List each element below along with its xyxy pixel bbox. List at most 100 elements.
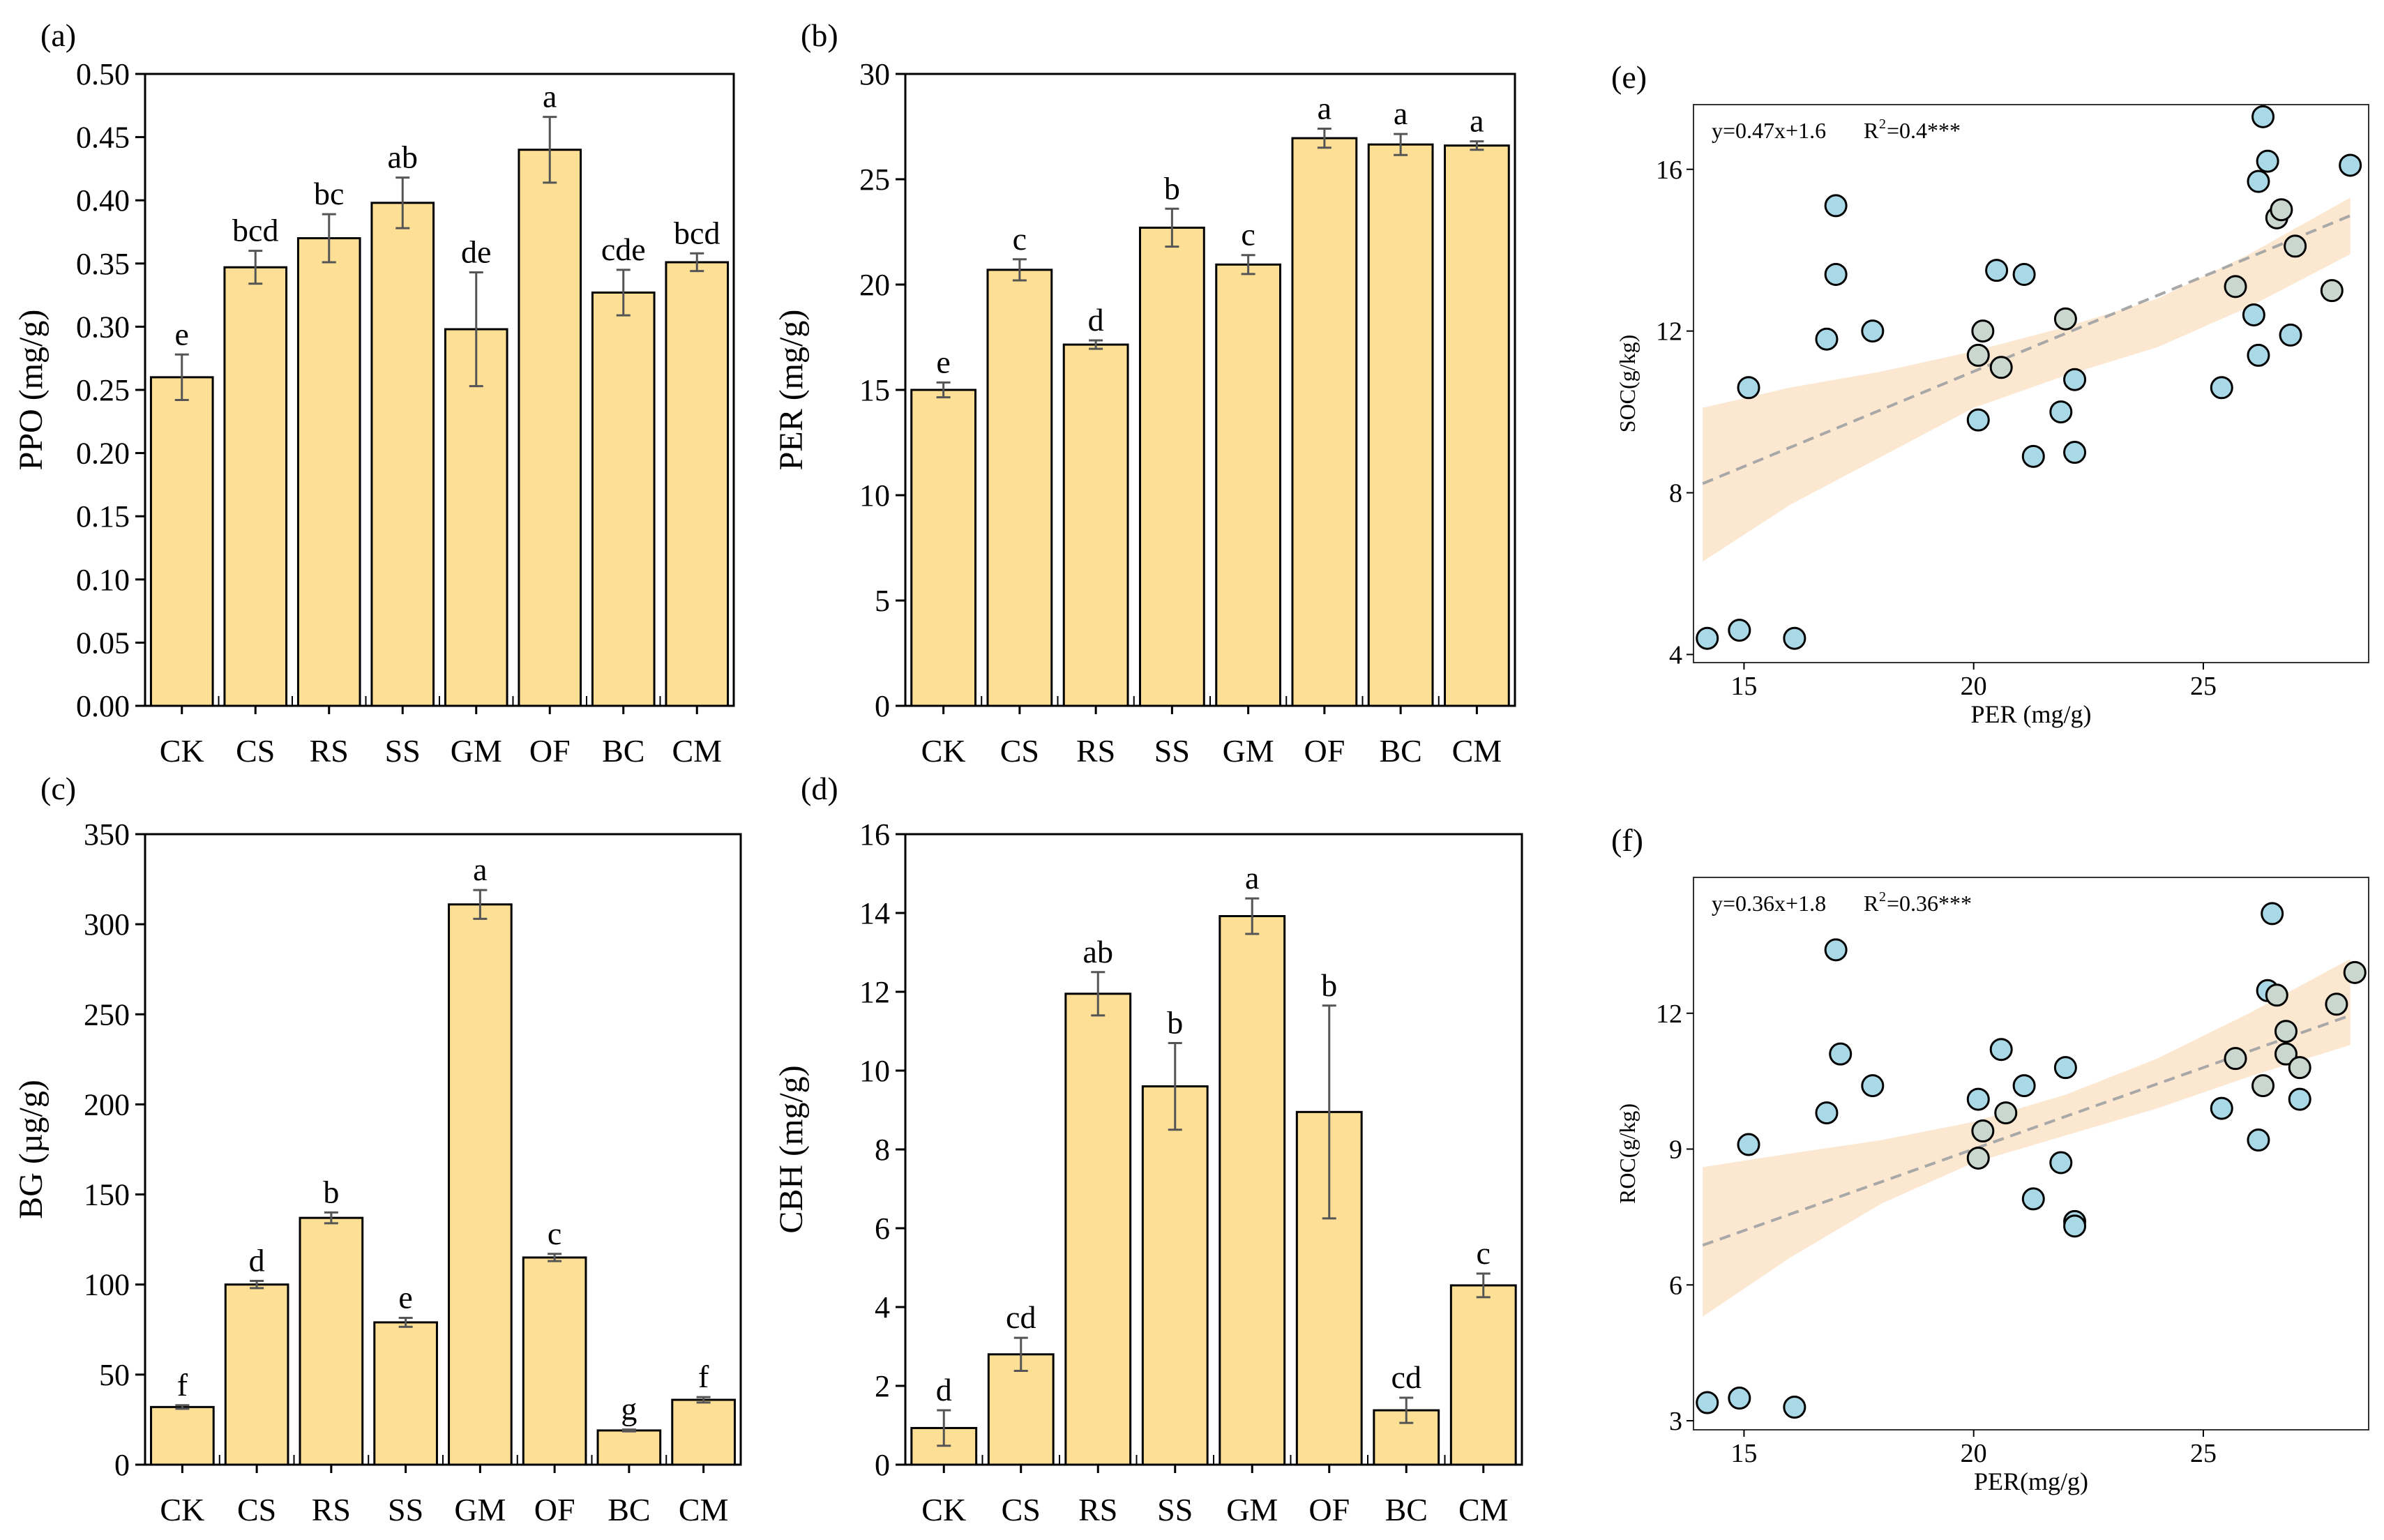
y-tick-label: 0 <box>875 689 890 723</box>
bar-CM <box>1449 1284 1517 1466</box>
scatter-point <box>1989 356 2013 379</box>
scatter-point <box>2021 1187 2045 1211</box>
y-tick-label: 100 <box>84 1268 130 1302</box>
y-tick-label: 25 <box>859 163 890 197</box>
scatter-point <box>2049 1151 2073 1175</box>
category-label: RS <box>310 733 349 769</box>
significance-letter: a <box>473 852 487 887</box>
scatter-point <box>1815 1101 1839 1125</box>
category-label: OF <box>529 733 571 769</box>
scatter-point <box>2251 105 2275 128</box>
significance-letter: b <box>1167 1004 1183 1040</box>
scatter-point <box>2224 275 2247 299</box>
significance-letter: b <box>323 1174 339 1209</box>
category-label: GM <box>454 1492 506 1527</box>
scatter-point <box>2049 400 2073 424</box>
panel-e: (e) 15 20 25 4 8 12 16 PER (mg/g) SOC(g/kg) y=0.47… <box>1611 59 2369 728</box>
scatter-point <box>1696 1391 1719 1414</box>
x-tick-label: 15 <box>1730 672 1757 701</box>
scatter-point <box>1824 194 1848 218</box>
trend-line <box>1702 214 2351 485</box>
significance-letter: cde <box>601 232 646 267</box>
y-tick-label: 2 <box>875 1369 890 1403</box>
y-tick-label: 0.40 <box>76 183 130 218</box>
y-tick-label: 0 <box>114 1448 130 1482</box>
y-tick-label: 10 <box>859 1054 890 1088</box>
y-tick-label: 6 <box>1669 1271 1682 1300</box>
y-tick-label: 350 <box>84 817 130 852</box>
y-tick-label: 0.35 <box>76 247 130 281</box>
category-label: BC <box>608 1492 650 1527</box>
y-tick-label: 0.20 <box>76 437 130 471</box>
y-tick-label: 12 <box>1656 999 1682 1029</box>
panel-label-f: (f) <box>1611 822 1643 858</box>
y-tick-label: 3 <box>1669 1407 1682 1436</box>
y-axis-label: SOC(g/kg) <box>1615 335 1640 432</box>
r-squared-superscript: 2 <box>1879 889 1886 905</box>
regression-equation: y=0.47x+1.6 <box>1712 118 1826 143</box>
bar-RS <box>296 237 361 707</box>
category-label: CM <box>1452 733 1502 769</box>
bar-CM <box>671 1398 736 1466</box>
significance-letter: c <box>1477 1235 1491 1271</box>
y-tick-label: 14 <box>859 896 890 930</box>
y-tick-label: 0.25 <box>76 373 130 407</box>
x-tick-label: 25 <box>2190 1439 2217 1468</box>
regression-equation: y=0.36x+1.8 <box>1712 891 1826 916</box>
scatter-point <box>2325 992 2348 1016</box>
scatter-point <box>1728 1387 1751 1410</box>
category-label: CS <box>237 1492 276 1527</box>
plot-frame <box>1693 877 2369 1430</box>
panel-label-d: (d) <box>801 771 838 806</box>
category-label: SS <box>388 1492 423 1527</box>
bar-GM <box>444 328 508 707</box>
x-tick-label: 25 <box>2190 672 2217 701</box>
r-squared-symbol: R <box>1864 891 1879 916</box>
x-axis-label: PER (mg/g) <box>1970 700 2091 728</box>
scatter-point <box>2210 1096 2233 1120</box>
y-tick-label: 0.05 <box>76 626 130 660</box>
significance-letter: c <box>1013 221 1027 257</box>
y-tick-label: 4 <box>875 1290 890 1324</box>
significance-letter: a <box>1470 103 1484 139</box>
category-label: CM <box>1458 1492 1509 1527</box>
y-tick-label: 20 <box>859 268 890 302</box>
panel-label-c: (c) <box>40 771 76 806</box>
scatter-point <box>1783 1396 1806 1419</box>
y-tick-label: 150 <box>84 1178 130 1212</box>
scatter-point <box>2224 1047 2247 1071</box>
significance-letter: a <box>543 79 557 114</box>
scatter-point <box>1824 938 1848 962</box>
significance-letter: e <box>398 1279 412 1315</box>
plot-frame <box>1693 104 2369 663</box>
scatter-point <box>1985 259 2009 282</box>
r-squared-value: =0.4*** <box>1887 118 1961 143</box>
bar-CS <box>224 1283 289 1466</box>
panel-b: (b) 0 5 10 15 20 25 30 PER (mg/g) e CK c CS d RS b SS c GM… <box>773 17 1516 769</box>
scatter-point <box>2261 902 2284 926</box>
scatter-point <box>1861 319 1885 343</box>
x-axis-label: PER(mg/g) <box>1974 1467 2088 1495</box>
category-label: OF <box>1304 733 1345 769</box>
significance-letter: e <box>936 344 950 379</box>
scatter-point <box>2247 169 2270 193</box>
y-axis-label: CBH (mg/g) <box>773 1065 810 1233</box>
significance-letter: d <box>936 1372 952 1407</box>
significance-letter: e <box>175 316 189 352</box>
scatter-point <box>2063 368 2087 391</box>
category-label: GM <box>1223 733 1274 769</box>
bar-SS <box>1141 1085 1209 1466</box>
scatter-point <box>1966 1087 1990 1111</box>
y-tick-label: 5 <box>875 584 890 618</box>
y-tick-label: 0.00 <box>76 689 130 723</box>
category-label: SS <box>1157 1492 1193 1527</box>
category-label: GM <box>1226 1492 1278 1527</box>
confidence-band <box>1703 958 2351 1317</box>
scatter-point <box>2247 1128 2270 1152</box>
bar-RS <box>1062 343 1129 707</box>
y-tick-label: 4 <box>1669 640 1682 670</box>
significance-letter: g <box>621 1391 637 1427</box>
bar-BC <box>591 291 656 707</box>
